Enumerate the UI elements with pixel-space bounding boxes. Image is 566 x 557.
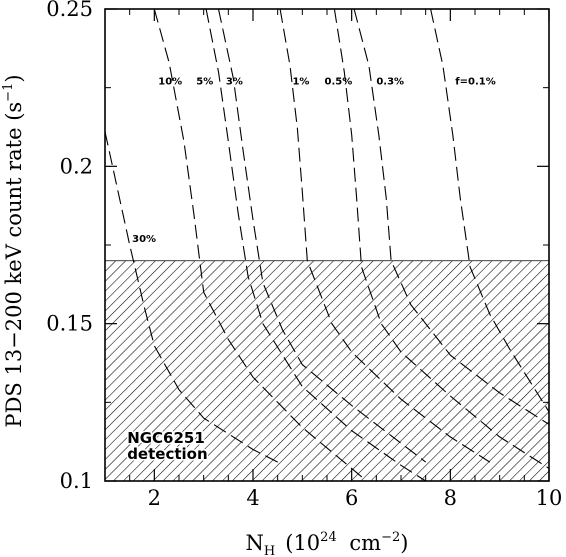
y-label-post: ) <box>2 74 26 82</box>
x-label-unit-exp2: −2 <box>381 530 400 545</box>
curve-4 <box>279 8 491 463</box>
x-tick-label-1: 4 <box>246 486 259 510</box>
curves-group <box>104 8 550 482</box>
x-label-sub: H <box>264 544 275 557</box>
x-tick-label-0: 2 <box>148 486 161 510</box>
y-tick-labels: 0.1 0.15 0.2 0.25 <box>46 0 93 493</box>
x-tick-label-3: 8 <box>444 486 457 510</box>
x-axis-label: NH (1024 cm−2) <box>246 530 409 557</box>
curve-label-0: 30% <box>132 234 156 245</box>
curve-label-4: 1% <box>292 77 309 88</box>
curve-2 <box>205 8 426 482</box>
x-label-unit-mid: cm <box>343 531 381 555</box>
curve-1 <box>153 8 367 482</box>
y-tick-label-2: 0.2 <box>60 154 93 178</box>
y-tick-label-0: 0.1 <box>60 469 93 493</box>
curve-label-7: f=0.1% <box>455 77 495 88</box>
x-label-base: N <box>246 531 264 555</box>
curve-label-1: 10% <box>158 77 182 88</box>
ticks-group <box>104 8 550 482</box>
y-label-exp: −1 <box>1 83 16 102</box>
x-label-unit-exp: 24 <box>320 530 337 545</box>
x-tick-labels: 2 4 6 8 10 <box>148 486 563 510</box>
curve-labels-group: 30% 10% 5% 3% 1% 0.5% 0.3% f=0.1% <box>132 77 496 245</box>
curve-6 <box>353 8 550 425</box>
curve-3 <box>217 8 427 463</box>
curve-label-2: 5% <box>196 77 213 88</box>
y-tick-label-3: 0.25 <box>46 0 93 21</box>
x-tick-label-4: 10 <box>536 486 563 510</box>
x-label-unit-post: ) <box>400 531 408 555</box>
curve-label-3: 3% <box>226 77 243 88</box>
curve-label-6: 0.3% <box>376 77 404 88</box>
curve-label-5: 0.5% <box>325 77 353 88</box>
annotation-detection: detection <box>127 445 207 463</box>
y-axis-label: PDS 13−200 keV count rate (s−1) <box>1 74 26 427</box>
y-label-main: PDS 13−200 keV count rate (s <box>2 102 26 428</box>
y-tick-label-1: 0.15 <box>46 312 93 336</box>
curve-0 <box>104 131 278 463</box>
x-label-unit-pre: (10 <box>285 531 320 555</box>
curve-5 <box>333 8 550 469</box>
annotation-ngc6251: NGC6251 <box>127 429 205 447</box>
curve-7 <box>430 8 550 413</box>
shaded-detection-region <box>105 260 549 481</box>
x-tick-label-2: 6 <box>345 486 358 510</box>
